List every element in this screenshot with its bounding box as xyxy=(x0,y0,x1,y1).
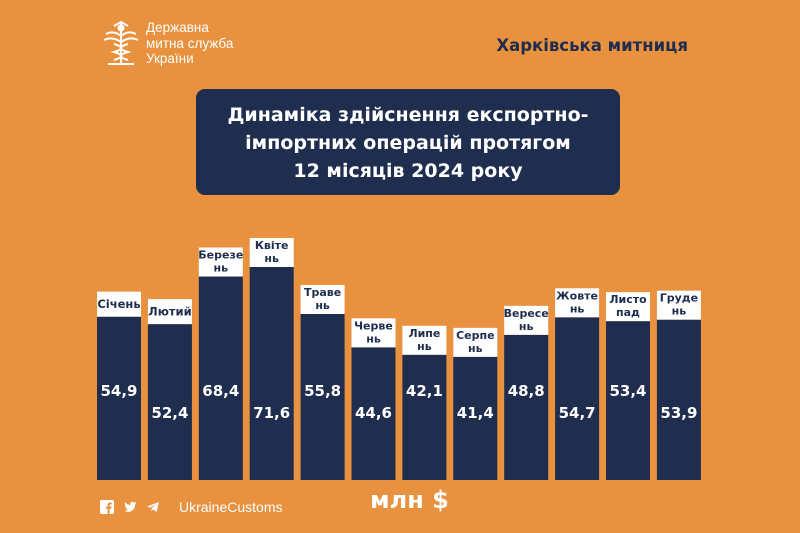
value-label: 52,4 xyxy=(151,404,188,422)
category-label: Груде xyxy=(660,292,698,305)
category-label-box xyxy=(147,299,192,325)
category-label-box xyxy=(249,238,294,267)
title-line: Динаміка здійснення експортно- xyxy=(227,104,589,126)
bar xyxy=(402,354,447,480)
category-label: нь xyxy=(417,340,432,353)
bar xyxy=(351,347,396,480)
category-label-box xyxy=(504,305,549,335)
category-label: нь xyxy=(519,320,534,333)
category-label: Січень xyxy=(97,297,140,311)
facebook-icon[interactable] xyxy=(100,500,114,514)
category-label: Вересе xyxy=(504,307,549,320)
value-label: 48,8 xyxy=(508,382,545,400)
bar xyxy=(249,267,294,480)
bar xyxy=(453,356,498,480)
bar xyxy=(300,314,345,480)
value-label: 54,9 xyxy=(100,382,137,400)
customs-emblem-icon xyxy=(103,20,139,65)
value-label: 53,9 xyxy=(660,404,697,422)
category-label-box xyxy=(555,288,600,318)
value-label: 53,4 xyxy=(609,382,646,400)
value-label: 42,1 xyxy=(406,382,443,400)
telegram-icon[interactable] xyxy=(146,500,160,514)
category-label: нь xyxy=(672,305,687,318)
title-line: імпортних операцій протягом xyxy=(245,132,571,154)
value-label: 71,6 xyxy=(253,404,290,422)
logo: Державна митна служба України xyxy=(100,18,260,74)
unit-label: млн $ xyxy=(370,486,449,514)
category-label: нь xyxy=(214,262,229,275)
category-label: Березе xyxy=(198,249,243,262)
category-label: Траве xyxy=(304,286,341,299)
social-handle[interactable]: UkraineCustoms xyxy=(179,499,283,515)
chart-title: Динаміка здійснення експортно- імпортних… xyxy=(196,89,620,195)
category-label: пад xyxy=(616,306,640,319)
category-label: нь xyxy=(264,252,279,265)
office-name: Харківська митниця xyxy=(496,36,688,55)
category-label-box xyxy=(300,285,345,315)
value-label: 55,8 xyxy=(304,382,341,400)
logo-line: України xyxy=(146,51,194,66)
category-label: Липе xyxy=(408,327,440,340)
logo-line: митна служба xyxy=(146,35,234,51)
twitter-icon[interactable] xyxy=(123,500,137,514)
category-label: нь xyxy=(570,302,585,315)
category-label: Серпе xyxy=(456,329,494,342)
bar xyxy=(656,319,701,480)
category-label: нь xyxy=(315,299,330,312)
category-label-box xyxy=(606,292,650,322)
title-line: 12 місяців 2024 року xyxy=(293,160,523,182)
category-label: нь xyxy=(468,342,483,355)
social-footer: UkraineCustoms xyxy=(100,497,282,517)
category-label-box xyxy=(198,247,243,277)
bar xyxy=(147,324,192,480)
category-label-box xyxy=(453,327,498,357)
category-label-box xyxy=(351,318,396,348)
value-label: 68,4 xyxy=(202,382,239,400)
value-label: 54,7 xyxy=(559,404,596,422)
value-label: 44,6 xyxy=(355,404,392,422)
bar xyxy=(198,276,243,480)
category-label-box xyxy=(656,290,701,320)
category-label: Квіте xyxy=(255,239,289,252)
bar xyxy=(606,321,650,480)
category-label: Черве xyxy=(354,319,393,332)
category-label: Листо xyxy=(609,293,647,306)
bar xyxy=(555,317,600,480)
category-label: Жовте xyxy=(556,289,598,302)
category-label-box xyxy=(402,325,447,355)
value-label: 41,4 xyxy=(457,404,494,422)
bar xyxy=(97,316,141,480)
category-label: нь xyxy=(366,332,381,345)
bar xyxy=(504,334,549,480)
category-label: Лютий xyxy=(148,305,192,319)
logo-line: Державна xyxy=(146,20,209,35)
category-label-box xyxy=(97,291,141,317)
